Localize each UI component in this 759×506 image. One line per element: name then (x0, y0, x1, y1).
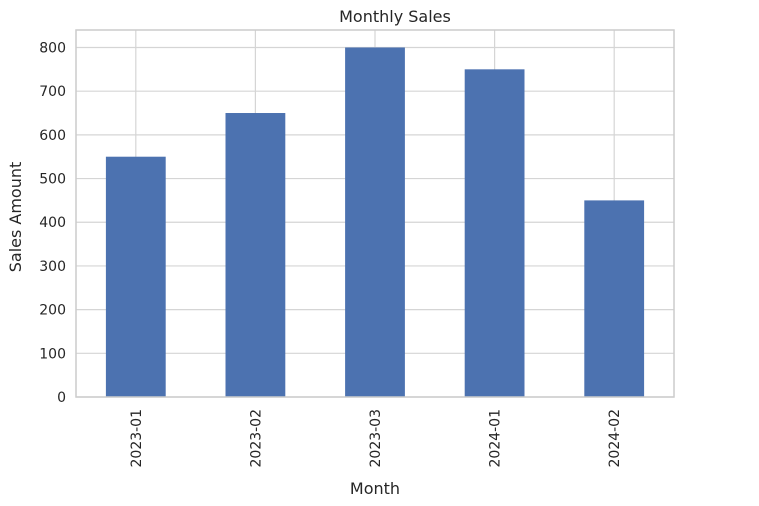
bar-2023-03 (345, 47, 405, 397)
x-tick-label: 2024-02 (607, 409, 623, 468)
y-tick-label: 400 (39, 215, 66, 231)
plot-frame (75, 29, 675, 398)
bar-2023-01 (105, 156, 166, 397)
x-tick-label: 2023-02 (248, 409, 264, 468)
y-tick-label: 0 (57, 390, 66, 406)
x-tick-labels: 2023-01 2023-02 2023-03 2024-01 2024-02 (129, 409, 623, 468)
y-tick-label: 700 (39, 84, 66, 100)
x-tick-label: 2023-03 (368, 409, 384, 468)
y-tick-label: 600 (39, 128, 66, 144)
bars (105, 47, 645, 398)
x-tick-label: 2023-01 (129, 409, 145, 468)
bar-2024-02 (584, 200, 645, 397)
x-tick-label: 2024-01 (488, 409, 504, 468)
bar-2024-01 (464, 69, 525, 398)
x-axis-label: Month (350, 479, 400, 498)
y-tick-label: 100 (39, 346, 66, 362)
y-tick-label: 300 (39, 259, 66, 275)
y-tick-label: 200 (39, 303, 66, 319)
bar-2023-02 (225, 113, 286, 397)
chart-title: Monthly Sales (339, 7, 451, 26)
y-tick-label: 800 (39, 40, 66, 56)
y-tick-label: 500 (39, 172, 66, 188)
y-axis-label: Sales Amount (6, 162, 25, 273)
y-tick-labels: 0 100 200 300 400 500 600 700 800 (39, 40, 66, 406)
